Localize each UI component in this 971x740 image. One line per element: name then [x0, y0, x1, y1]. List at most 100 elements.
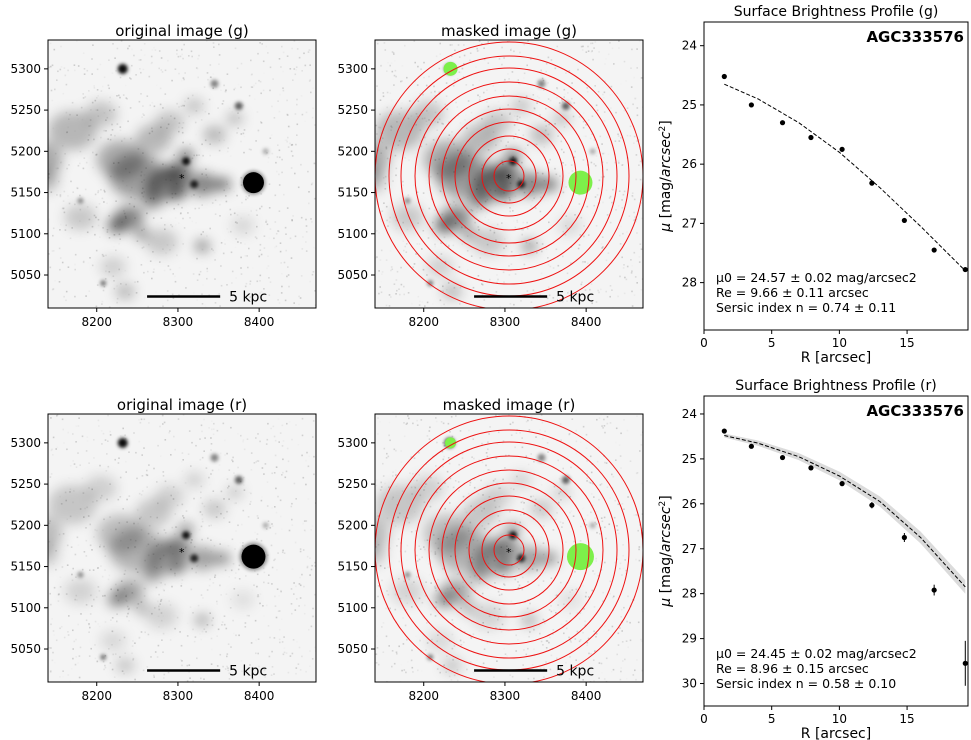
galaxy-diffuse-light [48, 98, 255, 300]
data-point [869, 502, 875, 508]
isophote-ring [454, 121, 564, 231]
y-tick-label: 5300 [337, 62, 368, 76]
isophote-rings [375, 415, 643, 682]
isophote-ring [468, 509, 550, 591]
scale-bar-label: 5 kpc [229, 289, 267, 305]
y-tick-label: 5200 [10, 518, 41, 532]
y-tick-label: 5200 [337, 518, 368, 532]
y-tick-label: 30 [682, 677, 697, 691]
data-point [721, 428, 727, 434]
isophote-ring [428, 95, 590, 257]
fit-parameter-line: Sersic index n = 0.74 ± 0.11 [716, 300, 896, 315]
x-tick-label: 0 [700, 712, 708, 726]
y-tick-label: 5100 [10, 227, 41, 241]
isophote-ring [428, 469, 590, 631]
masked-image-title: masked image (r) [443, 396, 576, 414]
y-axis-label: μ [mag/arcsec2] [658, 495, 674, 608]
galaxy-diffuse-light [375, 98, 582, 300]
x-tick-label: 8400 [571, 689, 602, 703]
x-tick-label: 5 [768, 712, 776, 726]
data-point [931, 587, 937, 593]
y-tick-label: 5150 [10, 560, 41, 574]
original-image-title: original image (r) [117, 396, 247, 414]
y-tick-label: 5150 [10, 186, 41, 200]
galaxy-name: AGC333576 [866, 402, 964, 420]
data-point [808, 134, 814, 141]
data-point [901, 534, 907, 541]
data-point [748, 443, 754, 449]
data-point [779, 120, 786, 126]
x-tick-label: 10 [832, 712, 847, 726]
y-tick-label: 28 [682, 276, 697, 290]
y-tick-label: 5150 [337, 560, 368, 574]
plot-frame [703, 21, 969, 331]
x-tick-label: 8400 [571, 315, 602, 329]
x-tick-label: 5 [768, 336, 776, 350]
profile-panel: 0 5 10 15 24 25 26 27 28 Surface Brightness Profi… [658, 4, 969, 366]
data-point [931, 247, 937, 253]
y-tick-label: 5250 [10, 477, 41, 491]
y-tick-label: 24 [682, 39, 697, 53]
isophote-ring [481, 522, 537, 578]
x-tick-label: 8300 [490, 689, 521, 703]
isophote-ring [441, 482, 577, 618]
galaxy-diffuse-light [48, 472, 255, 674]
x-tick-label: 15 [899, 336, 914, 350]
data-point [869, 180, 875, 186]
foreground-star-halo [239, 542, 268, 571]
original-image-panel: * 5 kpc 5050 5100 5150 5200 5250 5300 8200 8300 84… [10, 22, 317, 329]
chart-title: Surface Brightness Profile (g) [734, 4, 939, 20]
y-tick-label: 5050 [10, 268, 41, 282]
isophote-ring [414, 455, 604, 645]
star-mask [445, 437, 457, 449]
y-tick-label: 5100 [10, 601, 41, 615]
y-tick-label: 5050 [337, 642, 368, 656]
fit-parameter-line: Sersic index n = 0.58 ± 0.10 [716, 676, 896, 691]
y-tick-label: 5050 [10, 642, 41, 656]
y-tick-label: 5300 [337, 436, 368, 450]
y-tick-label: 5300 [10, 62, 41, 76]
x-tick-label: 8200 [81, 689, 112, 703]
x-tick-label: 8300 [163, 689, 194, 703]
data-point [779, 454, 786, 461]
x-axis-label: R [arcsec] [801, 726, 871, 740]
panel-frame [47, 413, 317, 683]
masked-image-title: masked image (g) [441, 22, 577, 40]
data-point [839, 481, 845, 487]
isophote-ring [400, 67, 618, 285]
compact-sources [77, 63, 269, 287]
y-tick-label: 5250 [337, 477, 368, 491]
masked-image-panel: * 5 kpc 5050 5100 5150 5200 5250 5300 8200 8300 84… [337, 22, 644, 329]
data-point [901, 217, 907, 224]
y-tick-label: 5300 [10, 436, 41, 450]
y-tick-label: 5100 [337, 227, 368, 241]
panel-frame [374, 413, 644, 683]
y-tick-label: 5250 [10, 103, 41, 117]
sersic-fit-line [724, 435, 966, 588]
original-image-title: original image (g) [115, 22, 249, 40]
scale-bar-label: 5 kpc [556, 289, 594, 305]
x-tick-label: 8400 [244, 689, 275, 703]
sersic-fit-line [724, 83, 966, 272]
data-point [721, 73, 727, 80]
isophote-ring [481, 148, 537, 204]
x-tick-label: 8200 [408, 315, 439, 329]
fit-parameter-line: μ0 = 24.45 ± 0.02 mag/arcsec2 [716, 646, 917, 661]
y-tick-label: 5200 [10, 144, 41, 158]
y-tick-label: 5100 [337, 601, 368, 615]
x-tick-label: 0 [700, 336, 708, 350]
isophote-ring [468, 135, 550, 217]
y-tick-label: 25 [682, 452, 697, 466]
isophote-ring [375, 41, 643, 308]
x-tick-label: 15 [899, 712, 914, 726]
scale-bar-label: 5 kpc [556, 663, 594, 679]
y-tick-label: 5150 [337, 186, 368, 200]
fit-parameter-line: Re = 9.66 ± 0.11 arcsec [716, 285, 869, 300]
x-tick-label: 8200 [408, 689, 439, 703]
isophote-ring [441, 108, 577, 244]
panel-frame [374, 39, 644, 309]
y-tick-label: 28 [682, 587, 697, 601]
galaxy-image: * [375, 414, 643, 682]
